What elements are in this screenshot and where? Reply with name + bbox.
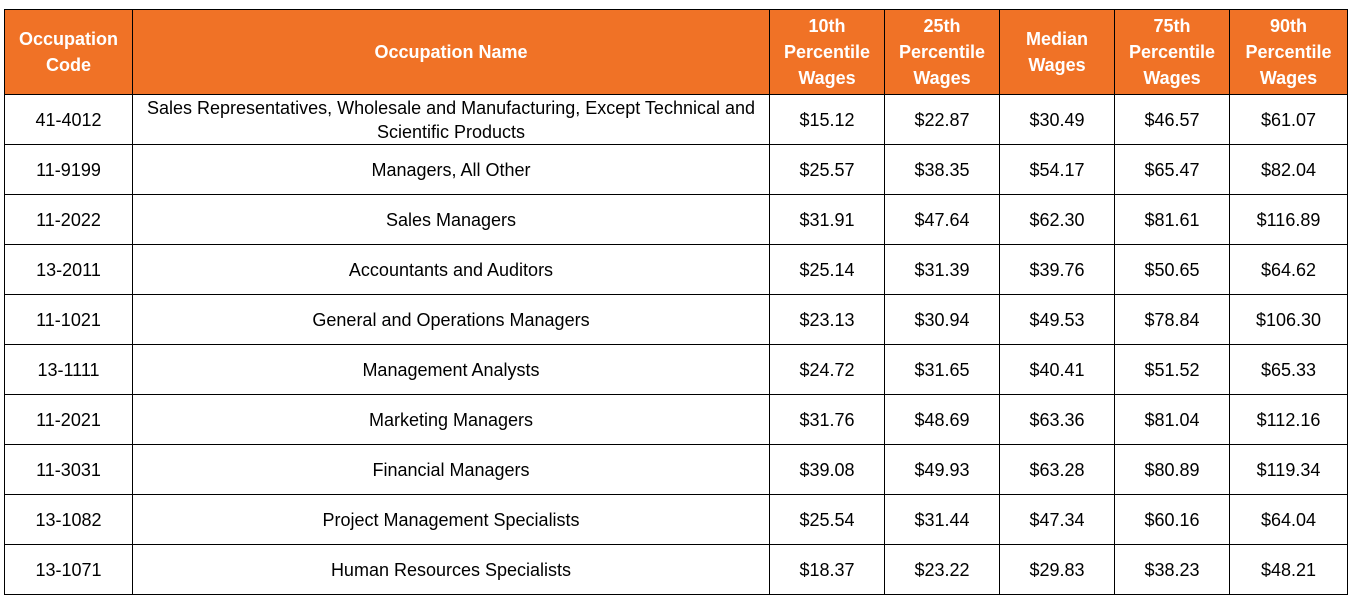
cell-10th-percentile: $24.72 <box>769 344 885 395</box>
cell-90th-percentile: $116.89 <box>1229 194 1348 245</box>
cell-occupation-name: Financial Managers <box>132 444 770 495</box>
cell-occupation-name: General and Operations Managers <box>132 294 770 345</box>
cell-90th-percentile: $65.33 <box>1229 344 1348 395</box>
header-occupation-code: Occupation Code <box>4 9 133 95</box>
cell-75th-percentile: $81.61 <box>1114 194 1230 245</box>
cell-median: $63.28 <box>999 444 1115 495</box>
cell-75th-percentile: $60.16 <box>1114 494 1230 545</box>
cell-occupation-name: Human Resources Specialists <box>132 544 770 595</box>
cell-occupation-code: 11-2021 <box>4 394 133 445</box>
cell-25th-percentile: $23.22 <box>884 544 1000 595</box>
cell-90th-percentile: $112.16 <box>1229 394 1348 445</box>
cell-10th-percentile: $18.37 <box>769 544 885 595</box>
cell-median: $47.34 <box>999 494 1115 545</box>
cell-75th-percentile: $78.84 <box>1114 294 1230 345</box>
cell-median: $29.83 <box>999 544 1115 595</box>
cell-90th-percentile: $82.04 <box>1229 144 1348 195</box>
table-row: 11-3031 Financial Managers $39.08 $49.93… <box>4 444 1348 495</box>
cell-occupation-name: Sales Representatives, Wholesale and Man… <box>132 94 770 145</box>
cell-occupation-code: 41-4012 <box>4 94 133 145</box>
table-row: 11-2022 Sales Managers $31.91 $47.64 $62… <box>4 194 1348 245</box>
cell-median: $49.53 <box>999 294 1115 345</box>
table-row: 13-1082 Project Management Specialists $… <box>4 494 1348 545</box>
cell-90th-percentile: $61.07 <box>1229 94 1348 145</box>
cell-25th-percentile: $31.44 <box>884 494 1000 545</box>
cell-occupation-code: 13-1071 <box>4 544 133 595</box>
cell-median: $39.76 <box>999 244 1115 295</box>
cell-median: $54.17 <box>999 144 1115 195</box>
cell-median: $63.36 <box>999 394 1115 445</box>
cell-occupation-name: Accountants and Auditors <box>132 244 770 295</box>
cell-median: $40.41 <box>999 344 1115 395</box>
cell-occupation-code: 13-1082 <box>4 494 133 545</box>
table-row: 11-9199 Managers, All Other $25.57 $38.3… <box>4 144 1348 195</box>
cell-10th-percentile: $25.14 <box>769 244 885 295</box>
cell-occupation-name: Sales Managers <box>132 194 770 245</box>
cell-25th-percentile: $49.93 <box>884 444 1000 495</box>
table-row: 41-4012 Sales Representatives, Wholesale… <box>4 94 1348 145</box>
table-row: 11-1021 General and Operations Managers … <box>4 294 1348 345</box>
cell-90th-percentile: $48.21 <box>1229 544 1348 595</box>
header-90th-percentile: 90th Percentile Wages <box>1229 9 1348 95</box>
cell-75th-percentile: $50.65 <box>1114 244 1230 295</box>
occupation-wage-table: Occupation Code Occupation Name 10th Per… <box>4 9 1348 595</box>
cell-75th-percentile: $65.47 <box>1114 144 1230 195</box>
cell-75th-percentile: $81.04 <box>1114 394 1230 445</box>
cell-10th-percentile: $31.76 <box>769 394 885 445</box>
header-row: Occupation Code Occupation Name 10th Per… <box>4 9 1348 95</box>
cell-10th-percentile: $23.13 <box>769 294 885 345</box>
table-row: 13-2011 Accountants and Auditors $25.14 … <box>4 244 1348 295</box>
cell-occupation-name: Management Analysts <box>132 344 770 395</box>
cell-10th-percentile: $25.54 <box>769 494 885 545</box>
cell-25th-percentile: $30.94 <box>884 294 1000 345</box>
cell-10th-percentile: $25.57 <box>769 144 885 195</box>
cell-occupation-code: 11-3031 <box>4 444 133 495</box>
header-occupation-name: Occupation Name <box>132 9 770 95</box>
cell-90th-percentile: $64.62 <box>1229 244 1348 295</box>
cell-occupation-code: 13-1111 <box>4 344 133 395</box>
cell-90th-percentile: $119.34 <box>1229 444 1348 495</box>
cell-90th-percentile: $64.04 <box>1229 494 1348 545</box>
cell-occupation-name: Project Management Specialists <box>132 494 770 545</box>
cell-75th-percentile: $46.57 <box>1114 94 1230 145</box>
header-10th-percentile: 10th Percentile Wages <box>769 9 885 95</box>
cell-occupation-name: Managers, All Other <box>132 144 770 195</box>
header-75th-percentile: 75th Percentile Wages <box>1114 9 1230 95</box>
cell-median: $30.49 <box>999 94 1115 145</box>
cell-25th-percentile: $22.87 <box>884 94 1000 145</box>
cell-25th-percentile: $38.35 <box>884 144 1000 195</box>
header-median: Median Wages <box>999 9 1115 95</box>
table-row: 13-1111 Management Analysts $24.72 $31.6… <box>4 344 1348 395</box>
table-row: 11-2021 Marketing Managers $31.76 $48.69… <box>4 394 1348 445</box>
cell-25th-percentile: $31.39 <box>884 244 1000 295</box>
cell-10th-percentile: $31.91 <box>769 194 885 245</box>
cell-occupation-name: Marketing Managers <box>132 394 770 445</box>
cell-occupation-code: 13-2011 <box>4 244 133 295</box>
cell-25th-percentile: $47.64 <box>884 194 1000 245</box>
cell-25th-percentile: $48.69 <box>884 394 1000 445</box>
cell-75th-percentile: $80.89 <box>1114 444 1230 495</box>
cell-90th-percentile: $106.30 <box>1229 294 1348 345</box>
table-row: 13-1071 Human Resources Specialists $18.… <box>4 544 1348 595</box>
cell-occupation-code: 11-1021 <box>4 294 133 345</box>
cell-median: $62.30 <box>999 194 1115 245</box>
cell-occupation-code: 11-9199 <box>4 144 133 195</box>
cell-10th-percentile: $15.12 <box>769 94 885 145</box>
cell-occupation-code: 11-2022 <box>4 194 133 245</box>
header-25th-percentile: 25th Percentile Wages <box>884 9 1000 95</box>
cell-75th-percentile: $51.52 <box>1114 344 1230 395</box>
cell-75th-percentile: $38.23 <box>1114 544 1230 595</box>
cell-25th-percentile: $31.65 <box>884 344 1000 395</box>
cell-10th-percentile: $39.08 <box>769 444 885 495</box>
